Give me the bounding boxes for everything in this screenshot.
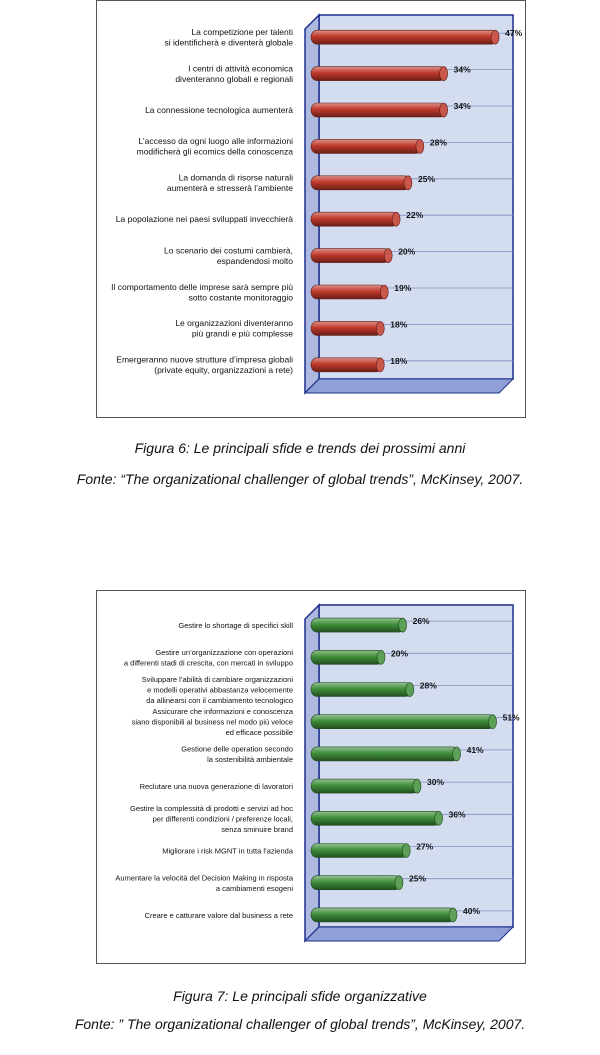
chart-floor <box>303 926 515 942</box>
value-label: 19% <box>394 283 411 293</box>
bar <box>310 811 441 826</box>
bar-cap <box>398 617 407 633</box>
chart-floor <box>303 378 515 394</box>
bar <box>310 357 383 373</box>
category-label: Il comportamento delle imprese sarà semp… <box>111 282 293 303</box>
bar-cap <box>452 746 461 762</box>
figure-7-chart: Gestire lo shortage di specifici skill 26… <box>96 590 526 964</box>
bar-cap <box>391 211 401 227</box>
value-label: 40% <box>463 906 480 916</box>
category-label: Gestione delle operation secondo la soste… <box>181 745 293 765</box>
chart-7-svg: Gestire lo shortage di specifici skill 26… <box>115 603 520 943</box>
bar <box>310 843 409 858</box>
bar <box>310 102 446 118</box>
bar-cap <box>488 714 497 729</box>
category-label: L’accesso da ogni luogo alle informazion… <box>137 136 294 157</box>
value-label: 34% <box>454 101 471 111</box>
category-label: Sviluppare l’abilità di cambiare organiz… <box>142 675 294 705</box>
value-label: 18% <box>390 319 407 329</box>
category-label: Gestire la complessità di prodotti e ser… <box>130 804 293 834</box>
value-label: 25% <box>418 174 435 184</box>
value-label: 28% <box>420 681 437 691</box>
bar <box>310 139 423 154</box>
figure-6-chart: La competizione per talenti si identifich… <box>96 0 526 418</box>
bar-cap <box>379 284 389 300</box>
bar <box>310 211 399 227</box>
bar <box>310 907 456 923</box>
bar <box>310 29 498 45</box>
figure-7-source: Fonte: ” The organizational challenger o… <box>74 1016 526 1032</box>
bar <box>310 649 384 665</box>
category-label: Lo scenario dei costumi cambierà, espande… <box>164 245 293 266</box>
bar-cap <box>401 843 411 858</box>
value-label: 30% <box>427 777 444 787</box>
bar-cap <box>403 175 413 191</box>
value-label: 36% <box>449 809 466 819</box>
bar <box>310 617 405 633</box>
value-label: 25% <box>409 874 426 884</box>
bar-cap <box>375 357 385 373</box>
category-label: Gestire lo shortage di specifici skill <box>178 621 293 630</box>
bar-cap <box>448 907 458 923</box>
bar-cap <box>412 778 422 794</box>
category-label: Creare e catturare valore dal business a… <box>145 911 293 920</box>
category-label: Migliorare i risk MGNT in tutta l’aziend… <box>162 847 294 856</box>
bar-cap <box>376 650 386 665</box>
bar <box>310 321 383 336</box>
bar <box>310 175 411 191</box>
category-label: La competizione per talenti si identifich… <box>164 27 293 48</box>
bar <box>310 778 420 794</box>
bar <box>310 284 387 300</box>
value-label: 18% <box>390 356 407 366</box>
bar <box>310 875 402 891</box>
value-label: 20% <box>391 648 408 658</box>
category-label: La domanda di risorse naturali aumenterà … <box>167 173 293 194</box>
bar-cap <box>439 66 448 81</box>
figure-6-caption: Figura 6: Le principali sfide e trends d… <box>134 440 466 456</box>
figure-6-source: Fonte: “The organizational challenger of… <box>76 471 524 487</box>
category-label: Aumentare la velocità del Decision Makin… <box>115 873 293 893</box>
bar-cap <box>439 102 448 118</box>
value-label: 26% <box>413 616 430 626</box>
category-label: Gestire un’organizzazione con operazioni… <box>124 648 293 668</box>
value-label: 27% <box>416 842 433 852</box>
bar-cap <box>405 682 415 697</box>
bar <box>310 746 459 762</box>
bar <box>310 714 495 729</box>
category-label: Emergeranno nuove strutture d’impresa gl… <box>116 355 293 376</box>
figure-7-caption: Figura 7: Le principali sfide organizzat… <box>173 988 427 1004</box>
bar-cap <box>383 248 393 263</box>
bar <box>310 248 391 263</box>
bar <box>310 682 413 697</box>
bar-cap <box>434 811 443 826</box>
bar-cap <box>490 29 500 45</box>
category-label: I centri di attività economica diventeran… <box>175 63 293 84</box>
category-label: Assicurare che informazioni e conoscenza… <box>132 707 294 737</box>
value-label: 34% <box>454 65 471 75</box>
category-label: Reclutare una nuova generazione di lavor… <box>140 782 294 791</box>
value-label: 51% <box>503 713 520 723</box>
category-label: Le organizzazioni diventeranno più grandi… <box>175 318 293 339</box>
category-label: La connessione tecnologica aumenterà <box>145 105 293 115</box>
chart-6-svg: La competizione per talenti si identifich… <box>111 13 523 395</box>
value-label: 28% <box>430 137 447 147</box>
value-label: 22% <box>406 210 423 220</box>
bar-cap <box>394 875 404 891</box>
bar <box>310 66 446 81</box>
value-label: 20% <box>398 247 415 257</box>
value-label: 41% <box>467 745 484 755</box>
bar-cap <box>415 139 425 154</box>
value-label: 47% <box>505 28 522 38</box>
category-label: La popolazione nei paesi sviluppati inve… <box>116 214 293 224</box>
bar-cap <box>375 321 385 336</box>
